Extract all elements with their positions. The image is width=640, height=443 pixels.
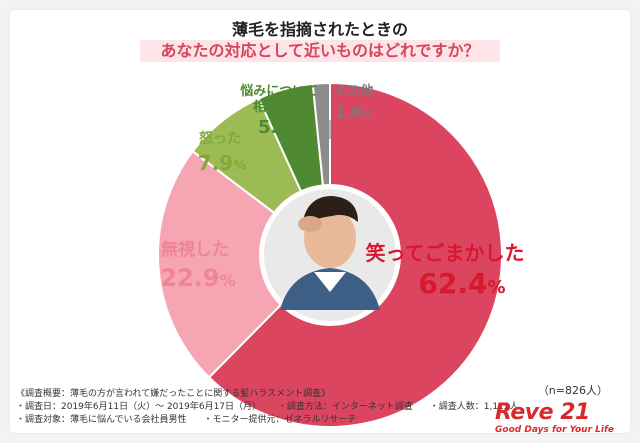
value-laugh: 62.4% (418, 267, 505, 300)
survey-count: ・調査人数：1,112人 (429, 402, 519, 412)
label-ignore: 無視した (161, 239, 229, 260)
label-laugh: 笑ってごまかした (366, 241, 525, 265)
survey-target: ・調査対象：薄毛に悩んでいる会社員男性 (16, 415, 187, 425)
value-angry: 7.9% (198, 151, 246, 175)
survey-row-2: ・調査対象：薄毛に悩んでいる会社員男性 ・モニター提供元：ゼネラルリサーチ (16, 414, 533, 427)
sample-size: （n=826人） (537, 384, 608, 397)
survey-date: ・調査日：2019年6月11日（火）～ 2019年6月17日（月） (16, 402, 262, 412)
value-ignore: 22.9% (160, 264, 235, 292)
logo-main-text: Reve 21 (495, 400, 590, 425)
survey-summary: 《調査概要：薄毛の方が言われて嫌だったことに関する髪ハラスメント調査》 ・調査日… (16, 388, 533, 427)
logo-tagline: Good Days for Your Life (495, 425, 614, 435)
survey-overview: 《調査概要：薄毛の方が言われて嫌だったことに関する髪ハラスメント調査》 (16, 389, 331, 399)
survey-method: ・調査方法：インターネット調査 (277, 402, 413, 412)
value-other: 1.6% (335, 103, 373, 121)
label-other: その他 (334, 83, 373, 99)
donut-slice-4 (311, 81, 331, 187)
brand-logo: Reve 21 Good Days for Your Life (495, 400, 614, 435)
title-line-2: あなたの対応として近いものはどれですか？ (140, 40, 500, 62)
donut-chart: 笑ってごまかした 62.4% 無視した 22.9% 怒った 7.9% 悩みについ… (157, 81, 525, 428)
survey-row-1: ・調査日：2019年6月11日（火）～ 2019年6月17日（月） ・調査方法：… (16, 401, 533, 414)
label-consult-1: 悩みについて (239, 83, 318, 99)
label-angry: 怒った (199, 130, 241, 147)
donut-slice-0 (207, 81, 503, 428)
donut-slice-1 (157, 149, 283, 379)
title-line-1: 薄毛を指摘されたときの (231, 20, 408, 39)
survey-provider: ・モニター提供元：ゼネラルリサーチ (203, 415, 357, 425)
label-consult-2: 相談した (253, 99, 305, 115)
infographic-card: 薄毛を指摘されたときの あなたの対応として近いものはどれですか？ 笑ってごまかし… (10, 10, 630, 435)
value-consult: 5.2% (258, 117, 302, 138)
center-photo (264, 189, 396, 321)
